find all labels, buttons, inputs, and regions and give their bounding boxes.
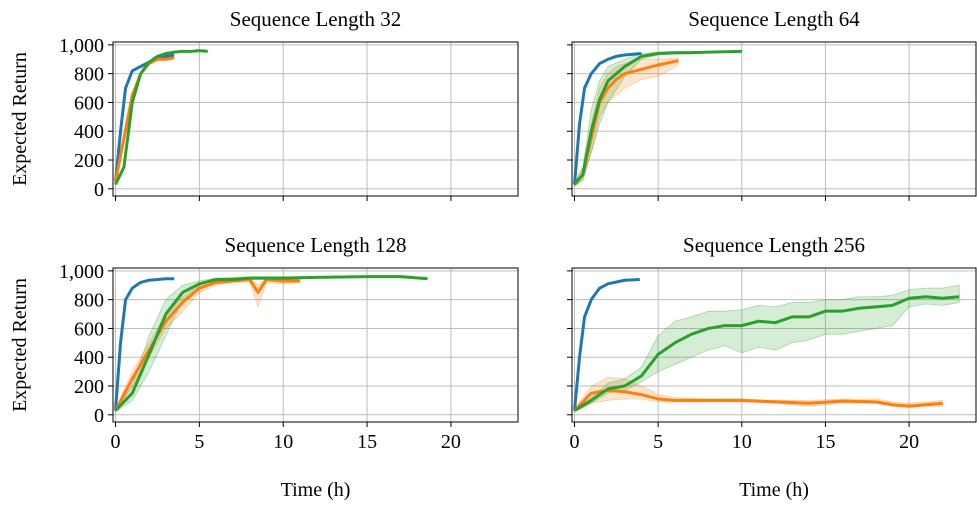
y-tick-label: 200	[74, 376, 104, 398]
x-axis-label: Time (h)	[281, 479, 351, 501]
x-tick-label: 5	[194, 431, 204, 453]
line	[573, 278, 640, 411]
plot-frame	[571, 41, 977, 197]
y-axis-label: Expected Return	[9, 278, 31, 412]
x-tick-label: 20	[899, 431, 919, 453]
chart-title: Sequence Length 32	[230, 7, 401, 31]
line	[573, 388, 943, 412]
x-tick-label: 10	[732, 431, 752, 453]
line	[573, 295, 960, 412]
error-band	[574, 284, 960, 413]
line	[114, 277, 175, 411]
plot-frame	[571, 267, 977, 423]
plot-frame	[112, 267, 519, 423]
y-axis-label: Expected Return	[9, 52, 31, 186]
plot-frame	[112, 41, 519, 197]
line	[114, 49, 208, 186]
y-tick-label: 800	[74, 64, 104, 86]
x-tick-label: 0	[570, 431, 580, 453]
y-tick-label: 400	[74, 347, 104, 369]
x-tick-label: 5	[653, 431, 663, 453]
x-tick-label: 0	[111, 431, 121, 453]
chart-title: Sequence Length 256	[683, 233, 865, 257]
y-tick-label: 800	[74, 290, 104, 312]
error-band	[115, 275, 428, 413]
chart-title: Sequence Length 128	[225, 233, 407, 257]
line	[573, 52, 642, 185]
line	[114, 53, 175, 182]
x-axis-label: Time (h)	[739, 479, 809, 501]
x-tick-label: 20	[441, 431, 461, 453]
x-tick-label: 15	[357, 431, 377, 453]
line	[573, 49, 742, 186]
error-band	[574, 57, 679, 187]
y-tick-label: 0	[94, 405, 104, 427]
y-tick-label: 1,000	[59, 35, 104, 57]
y-tick-label: 0	[94, 179, 104, 201]
line	[114, 278, 300, 412]
x-tick-label: 15	[815, 431, 835, 453]
y-tick-label: 1,000	[59, 261, 104, 283]
error-band	[574, 376, 943, 413]
error-band	[115, 276, 301, 414]
y-tick-label: 600	[74, 92, 104, 114]
y-tick-label: 400	[74, 121, 104, 143]
x-tick-label: 10	[273, 431, 293, 453]
y-tick-label: 200	[74, 150, 104, 172]
line	[114, 275, 428, 412]
chart-title: Sequence Length 64	[688, 7, 860, 31]
y-tick-label: 600	[74, 318, 104, 340]
